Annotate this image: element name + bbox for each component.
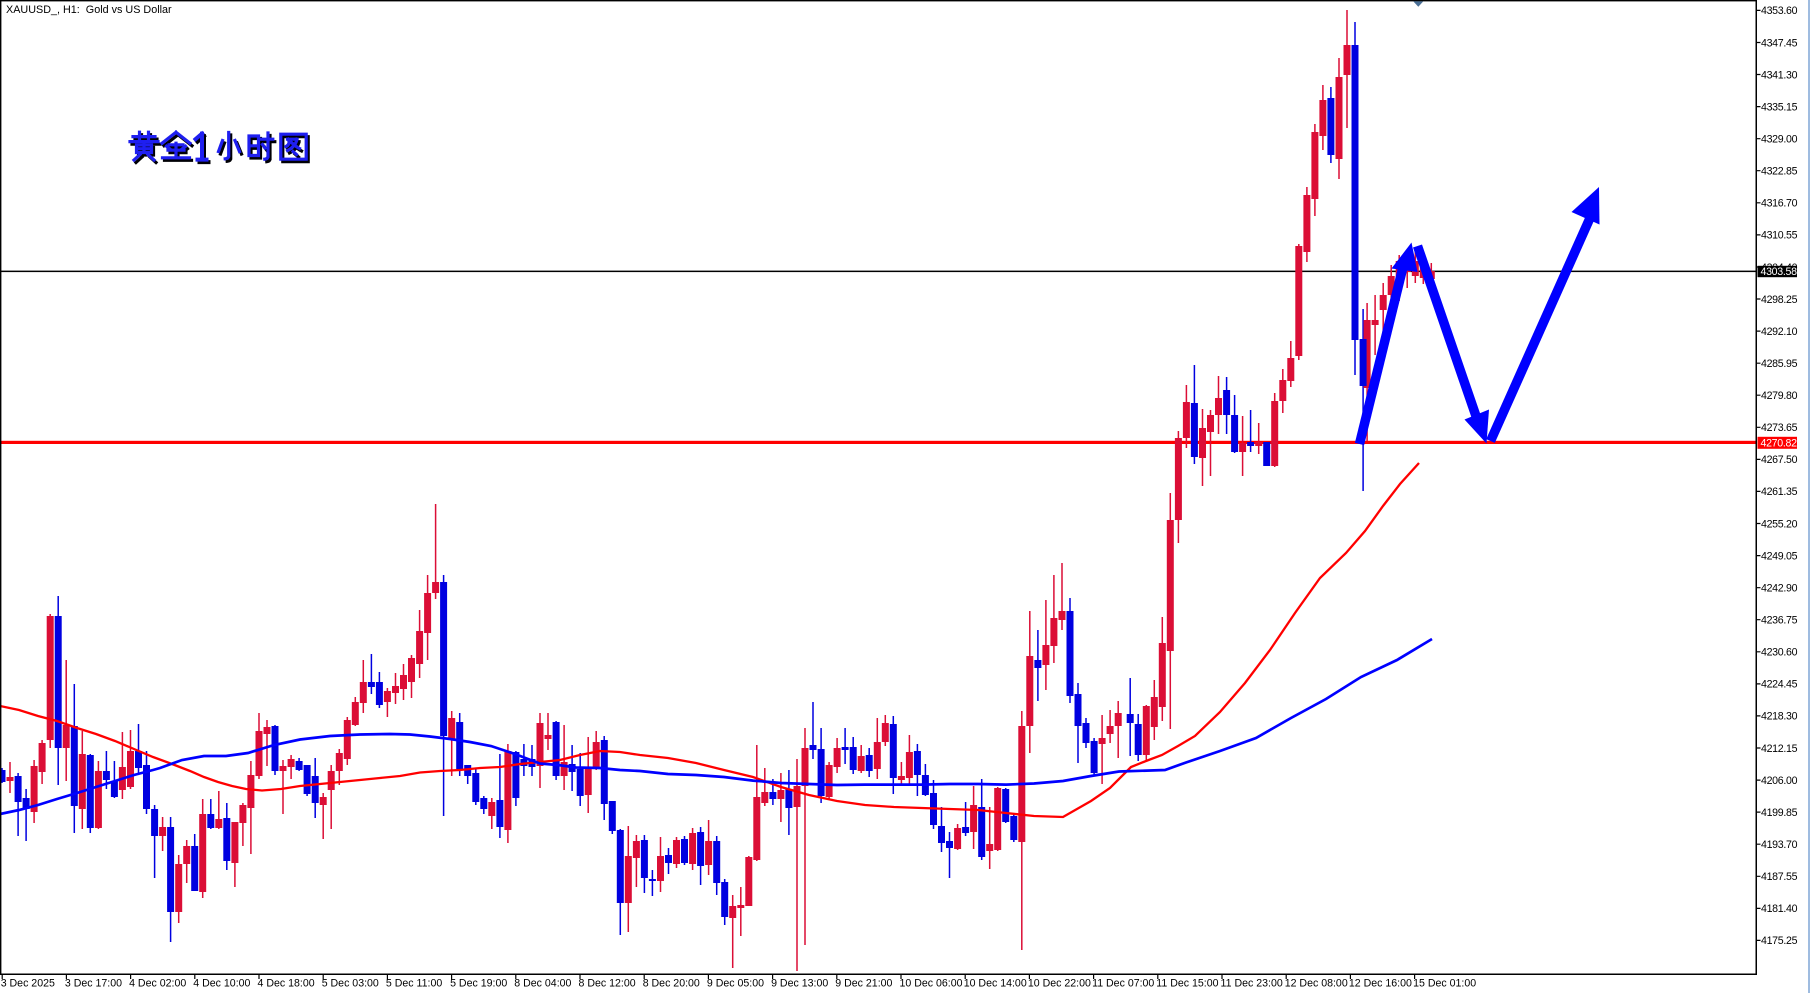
svg-text:4230.60: 4230.60: [1761, 647, 1798, 659]
svg-text:3 Dec 17:00: 3 Dec 17:00: [65, 978, 122, 990]
svg-text:4298.25: 4298.25: [1761, 294, 1798, 306]
svg-text:5 Dec 11:00: 5 Dec 11:00: [386, 978, 442, 990]
svg-text:4310.55: 4310.55: [1761, 230, 1798, 242]
svg-text:4175.25: 4175.25: [1761, 935, 1798, 947]
svg-text:9 Dec 05:00: 9 Dec 05:00: [707, 978, 764, 990]
svg-text:4224.45: 4224.45: [1761, 679, 1798, 691]
svg-text:4236.75: 4236.75: [1761, 615, 1798, 627]
svg-text:4292.10: 4292.10: [1761, 326, 1798, 338]
svg-text:4341.30: 4341.30: [1761, 69, 1798, 81]
svg-text:12 Dec 08:00: 12 Dec 08:00: [1285, 978, 1348, 990]
svg-text:4329.00: 4329.00: [1761, 134, 1798, 146]
svg-text:11 Dec 07:00: 11 Dec 07:00: [1092, 978, 1154, 990]
svg-text:4 Dec 02:00: 4 Dec 02:00: [129, 978, 186, 990]
svg-text:4316.70: 4316.70: [1761, 198, 1798, 210]
svg-text:9 Dec 13:00: 9 Dec 13:00: [771, 978, 828, 990]
svg-text:4212.15: 4212.15: [1761, 743, 1798, 755]
svg-text:4181.40: 4181.40: [1761, 903, 1798, 915]
svg-text:4279.80: 4279.80: [1761, 390, 1798, 402]
svg-text:8 Dec 04:00: 8 Dec 04:00: [514, 978, 571, 990]
svg-text:4335.15: 4335.15: [1761, 101, 1798, 113]
svg-text:4255.20: 4255.20: [1761, 518, 1798, 530]
svg-text:4 Dec 18:00: 4 Dec 18:00: [258, 978, 315, 990]
svg-text:10 Dec 14:00: 10 Dec 14:00: [964, 978, 1027, 990]
svg-text:4353.60: 4353.60: [1761, 5, 1798, 17]
svg-text:9 Dec 21:00: 9 Dec 21:00: [835, 978, 892, 990]
svg-text:4285.95: 4285.95: [1761, 358, 1798, 370]
svg-text:11 Dec 15:00: 11 Dec 15:00: [1156, 978, 1218, 990]
svg-text:4267.50: 4267.50: [1761, 454, 1798, 466]
svg-text:12 Dec 16:00: 12 Dec 16:00: [1349, 978, 1412, 990]
svg-text:4273.65: 4273.65: [1761, 422, 1798, 434]
svg-text:4347.45: 4347.45: [1761, 37, 1798, 49]
svg-text:4187.55: 4187.55: [1761, 871, 1798, 883]
svg-text:4218.30: 4218.30: [1761, 711, 1798, 723]
svg-text:4303.58: 4303.58: [1761, 266, 1798, 278]
svg-text:5 Dec 19:00: 5 Dec 19:00: [450, 978, 507, 990]
svg-text:XAUUSD_, H1: Gold vs US Dolla: XAUUSD_, H1: Gold vs US Dollar: [6, 4, 172, 16]
svg-text:4206.00: 4206.00: [1761, 775, 1798, 787]
svg-text:4193.70: 4193.70: [1761, 839, 1798, 851]
svg-text:4322.85: 4322.85: [1761, 166, 1798, 178]
svg-text:8 Dec 20:00: 8 Dec 20:00: [643, 978, 700, 990]
svg-text:4 Dec 10:00: 4 Dec 10:00: [193, 978, 250, 990]
svg-text:4261.35: 4261.35: [1761, 486, 1798, 498]
svg-text:4242.90: 4242.90: [1761, 583, 1798, 595]
svg-text:11 Dec 23:00: 11 Dec 23:00: [1221, 978, 1283, 990]
svg-text:5 Dec 03:00: 5 Dec 03:00: [322, 978, 379, 990]
svg-text:4270.82: 4270.82: [1761, 438, 1798, 450]
svg-text:4199.85: 4199.85: [1761, 807, 1798, 819]
svg-text:15 Dec 01:00: 15 Dec 01:00: [1413, 978, 1476, 990]
svg-text:4249.05: 4249.05: [1761, 550, 1798, 562]
svg-text:10 Dec 06:00: 10 Dec 06:00: [900, 978, 963, 990]
svg-text:3 Dec 2025: 3 Dec 2025: [1, 978, 55, 990]
svg-text:8 Dec 12:00: 8 Dec 12:00: [579, 978, 636, 990]
svg-text:10 Dec 22:00: 10 Dec 22:00: [1028, 978, 1091, 990]
